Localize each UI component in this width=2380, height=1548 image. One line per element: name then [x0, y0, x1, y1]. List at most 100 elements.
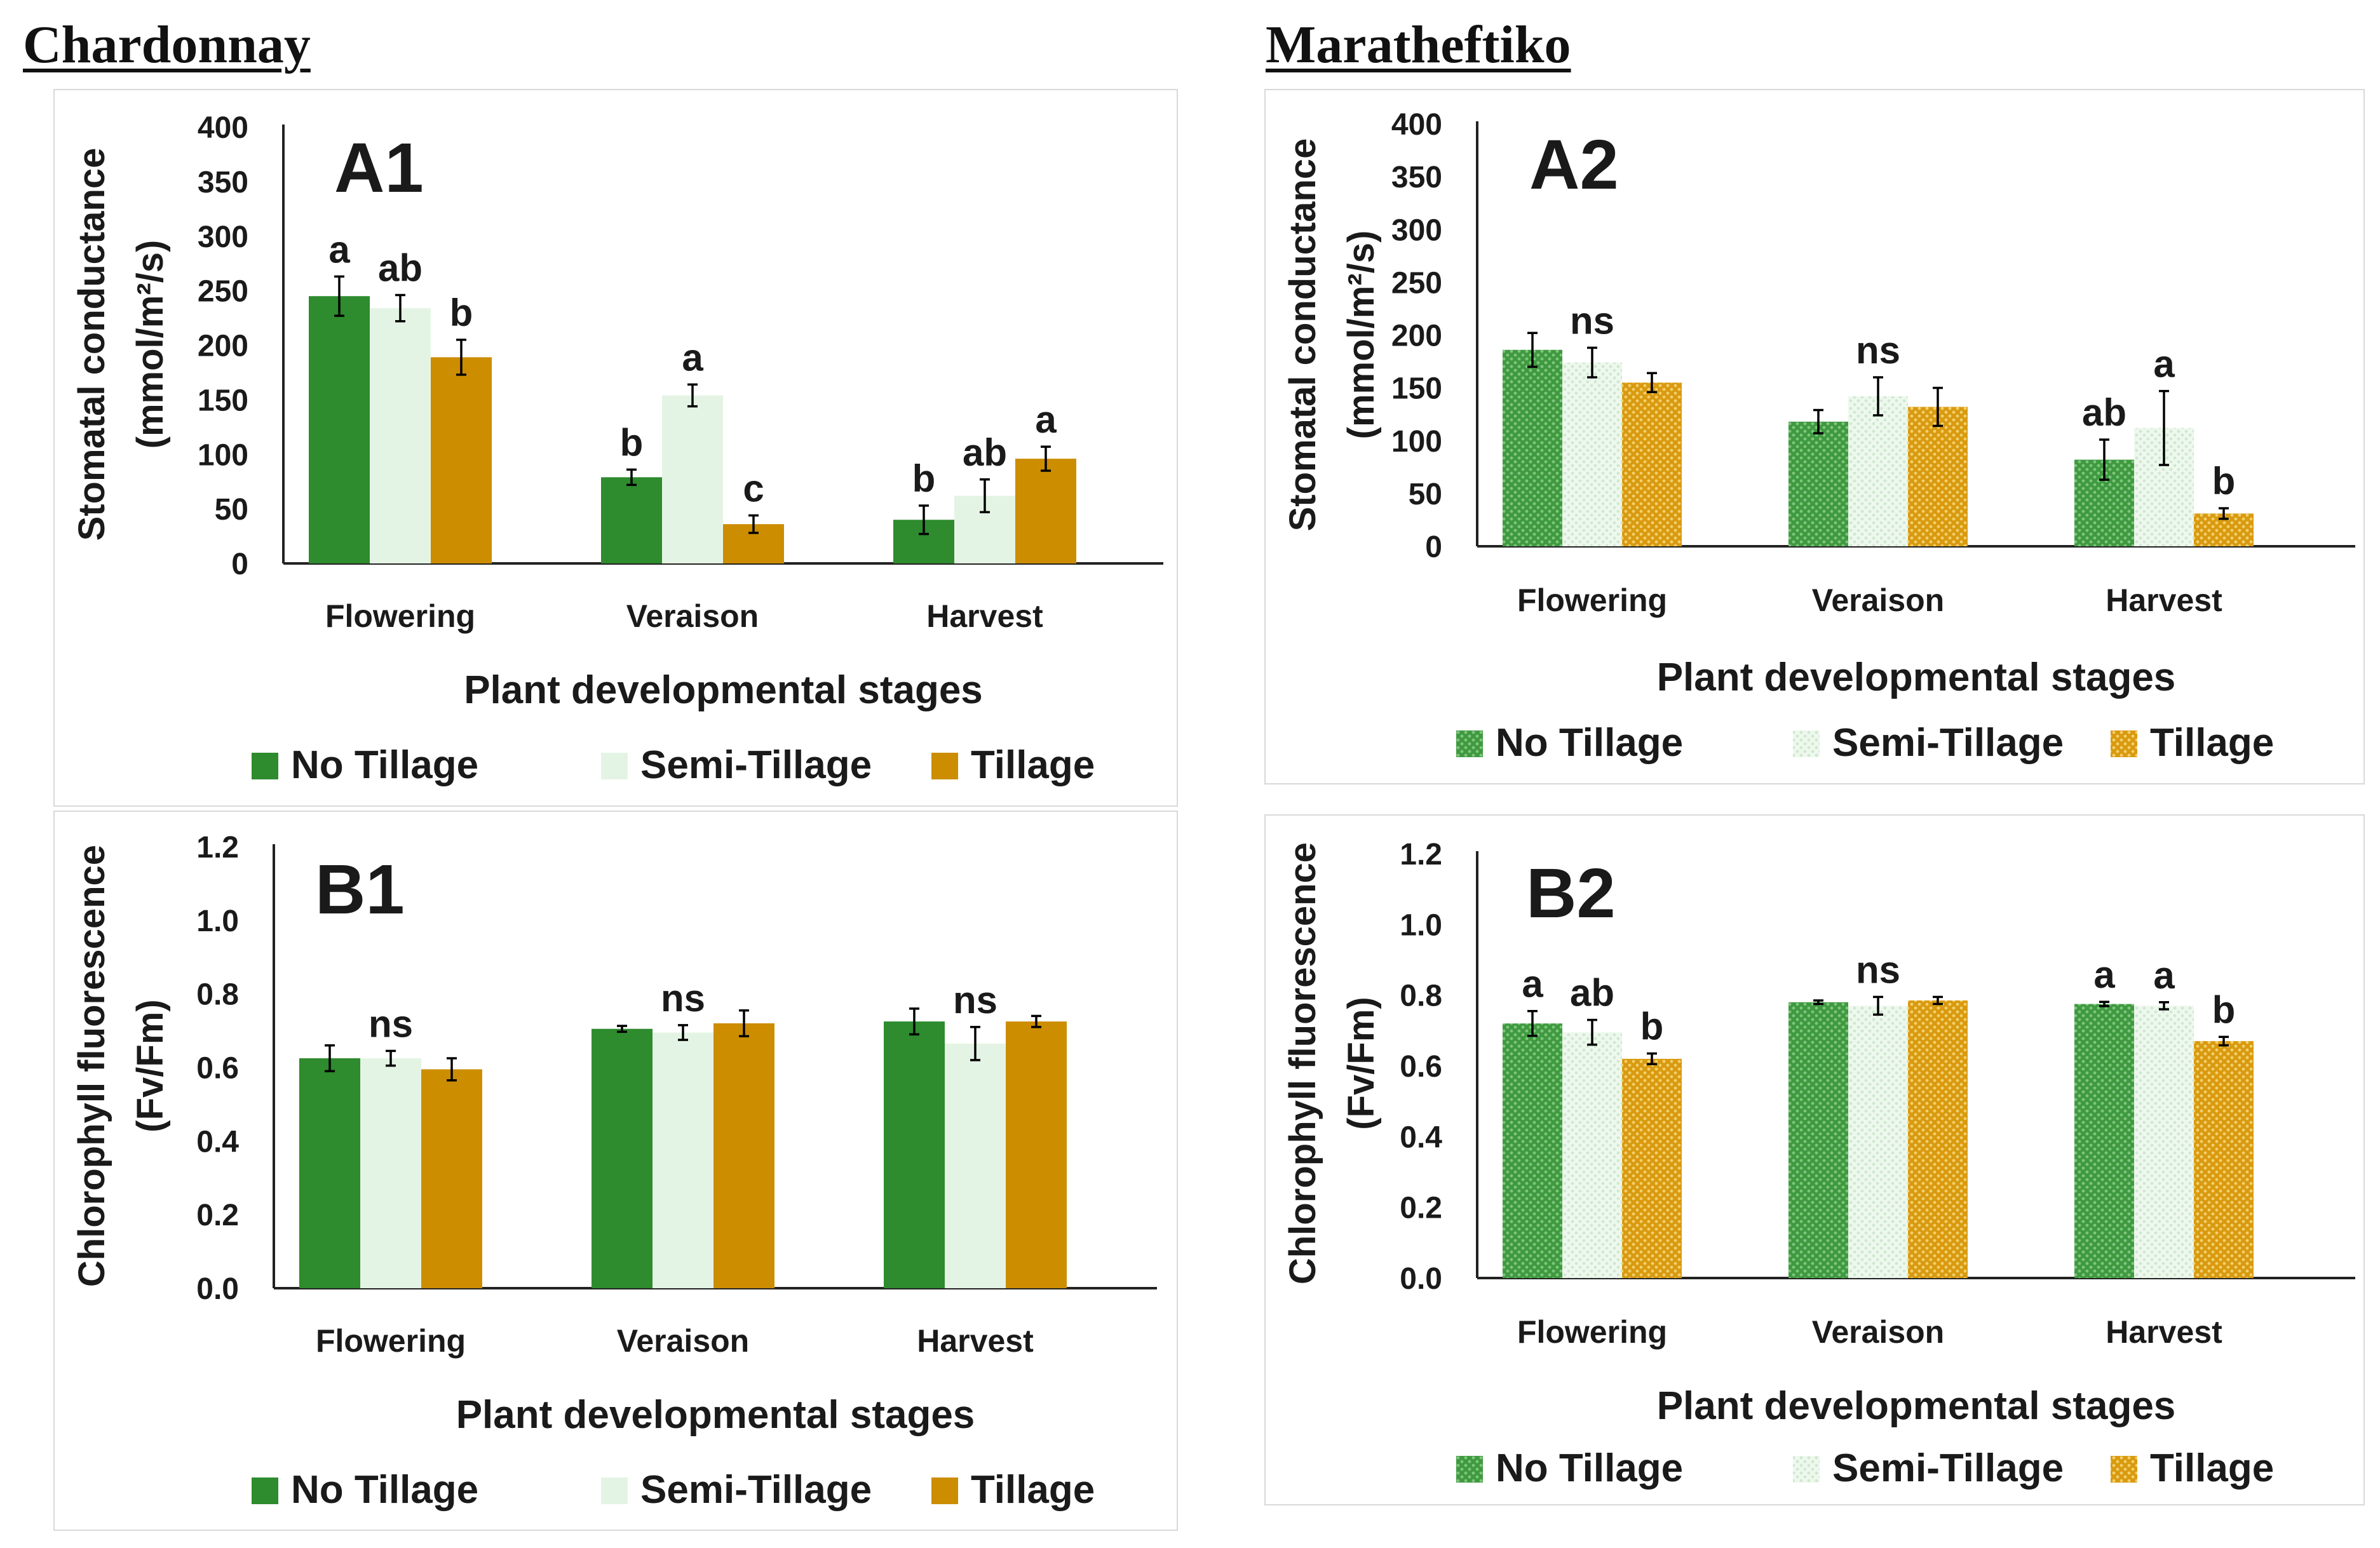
- legend-label-semi-tillage: Semi-Tillage: [640, 1468, 872, 1512]
- legend-label-tillage: Tillage: [2150, 1446, 2274, 1490]
- bar-semi-tillage-harvest: [945, 1043, 1006, 1288]
- x-axis-title: Plant developmental stages: [1657, 1384, 2176, 1428]
- y-tick-label: 1.2: [196, 831, 239, 865]
- legend-label-tillage: Tillage: [971, 1468, 1095, 1512]
- legend-swatch-semi-tillage: [1793, 730, 1820, 757]
- x-tick-label-flowering: Flowering: [316, 1323, 466, 1359]
- bar-tillage-veraison: [1908, 407, 1968, 546]
- y-tick-label: 100: [1391, 425, 1442, 459]
- x-tick-label-veraison: Veraison: [1812, 1314, 1944, 1350]
- bar-tillage-flowering: [421, 1069, 482, 1288]
- significance-letter: b: [2212, 988, 2236, 1031]
- panel-b1-chlorophyll-chardonnay: 0.0 0.2 0.4 0.6 0.8 1.0 1.2 ns Flowering ns Verais…: [53, 811, 1178, 1531]
- significance-letter: a: [1035, 398, 1057, 441]
- chart-b2: 0.00.20.40.60.81.01.2a abbFloweringnsVera…: [1282, 838, 2355, 1490]
- bar-no-tillage-veraison: [601, 477, 662, 563]
- y-tick-label: 400: [1391, 108, 1442, 142]
- panel-label: A2: [1529, 126, 1619, 204]
- panel-label: B2: [1526, 854, 1616, 932]
- y-tick-label: 0.2: [196, 1199, 239, 1232]
- chart-a2: 0 50 100 150 200 250 300 350 400 ns Flowering ns Ver…: [1282, 108, 2355, 765]
- significance-letter: ab: [963, 431, 1007, 474]
- legend-label-semi-tillage: Semi-Tillage: [1832, 1446, 2064, 1490]
- y-tick-label: 50: [1409, 478, 1442, 511]
- bar-no-tillage-veraison: [592, 1028, 652, 1288]
- y-tick-label: 0.6: [1400, 1050, 1442, 1084]
- x-tick-label-harvest: Harvest: [2106, 1314, 2222, 1350]
- y-tick-label: 150: [198, 384, 248, 417]
- significance-letter: b: [912, 457, 936, 500]
- y-axis-units: (mmol/m²/s): [1341, 231, 1382, 440]
- x-tick-label-veraison: Veraison: [617, 1323, 749, 1359]
- legend-label-no-tillage: No Tillage: [1496, 1446, 1683, 1490]
- y-tick-label: 300: [1391, 213, 1442, 247]
- bar-no-tillage-flowering: [1503, 1023, 1562, 1278]
- x-axis-title: Plant developmental stages: [464, 668, 983, 712]
- y-axis-title: Chlorophyll fluorescence: [1282, 842, 1323, 1284]
- y-tick-label: 0.4: [1400, 1121, 1442, 1154]
- panel-label: A1: [334, 129, 424, 207]
- y-axis-title: Stomatal conductance: [1282, 138, 1323, 532]
- significance-letter: b: [450, 292, 473, 334]
- legend-swatch-no-tillage: [252, 1477, 278, 1504]
- legend-label-tillage: Tillage: [2150, 721, 2274, 765]
- legend-swatch-tillage: [2111, 1456, 2137, 1483]
- bar-tillage-flowering: [1622, 1058, 1682, 1278]
- legend-swatch-tillage: [2111, 730, 2137, 757]
- x-tick-label-harvest: Harvest: [917, 1323, 1034, 1359]
- significance-letter: c: [743, 467, 764, 509]
- y-tick-label: 0: [1425, 530, 1442, 564]
- legend-swatch-no-tillage: [1456, 1456, 1483, 1483]
- y-tick-label: 350: [198, 166, 248, 199]
- y-tick-label: 0.6: [196, 1052, 239, 1086]
- significance-letter: b: [1640, 1006, 1664, 1048]
- y-tick-label: 350: [1391, 161, 1442, 194]
- x-tick-label-harvest: Harvest: [926, 598, 1043, 634]
- y-tick-label: 1.2: [1400, 838, 1442, 872]
- legend-label-no-tillage: No Tillage: [291, 743, 478, 787]
- legend-label-semi-tillage: Semi-Tillage: [640, 743, 872, 787]
- significance-letter: ns: [661, 977, 705, 1020]
- x-tick-label-harvest: Harvest: [2106, 582, 2222, 618]
- legend-swatch-no-tillage: [252, 753, 278, 779]
- significance-letter: a: [2153, 343, 2175, 386]
- y-tick-label: 300: [198, 220, 248, 254]
- y-tick-label: 0.4: [196, 1125, 239, 1159]
- y-axis-units: (mmol/m²/s): [130, 240, 171, 449]
- x-tick-label-veraison: Veraison: [626, 598, 759, 634]
- y-tick-label: 50: [215, 493, 248, 527]
- y-tick-label: 1.0: [196, 905, 239, 938]
- y-tick-label: 200: [1391, 320, 1442, 353]
- x-tick-label-veraison: Veraison: [1812, 582, 1944, 618]
- y-tick-label: 100: [198, 438, 248, 472]
- x-axis-title: Plant developmental stages: [1657, 656, 2176, 699]
- y-tick-label: 0: [231, 548, 248, 581]
- significance-letter: ns: [953, 979, 997, 1021]
- x-axis-title: Plant developmental stages: [456, 1393, 975, 1437]
- significance-letter: a: [328, 228, 350, 271]
- significance-letter: ns: [1856, 329, 1900, 372]
- y-axis-title: Chlorophyll fluorescence: [71, 845, 112, 1287]
- significance-letter: ab: [2082, 391, 2126, 434]
- bar-tillage-flowering: [1622, 382, 1682, 546]
- bar-semi-tillage-flowering: [370, 308, 431, 563]
- heading-maratheftiko: Maratheftiko: [1266, 15, 1571, 74]
- x-tick-label-flowering: Flowering: [325, 598, 475, 634]
- legend-swatch-semi-tillage: [601, 1477, 628, 1504]
- legend-swatch-semi-tillage: [1793, 1456, 1820, 1483]
- bar-no-tillage-flowering: [299, 1058, 360, 1288]
- bar-tillage-harvest: [2194, 1041, 2254, 1278]
- bar-no-tillage-flowering: [1503, 349, 1562, 546]
- y-tick-label: 200: [198, 330, 248, 363]
- panel-a2-stomatal-maratheftiko: 0 50 100 150 200 250 300 350 400 ns Flowering ns Ver…: [1264, 89, 2365, 784]
- heading-chardonnay: Chardonnay: [23, 15, 311, 74]
- legend-swatch-tillage: [931, 753, 958, 779]
- legend-swatch-semi-tillage: [601, 753, 628, 779]
- y-tick-label: 0.2: [1400, 1192, 1442, 1225]
- significance-letter: b: [2212, 460, 2236, 502]
- bar-semi-tillage-flowering: [1562, 362, 1622, 546]
- y-tick-label: 250: [1391, 266, 1442, 300]
- significance-letter: a: [1522, 963, 1543, 1006]
- y-tick-label: 0.8: [196, 978, 239, 1012]
